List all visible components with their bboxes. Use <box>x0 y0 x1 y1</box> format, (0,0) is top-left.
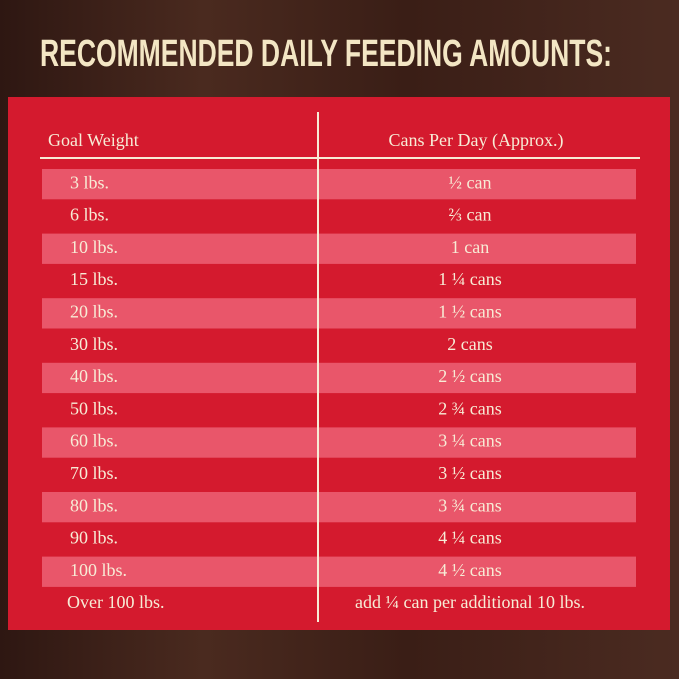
weight-cell: 20 lbs. <box>70 301 118 321</box>
cans-cell: add ¼ can per additional 10 lbs. <box>355 592 585 612</box>
cans-cell: 3 ½ cans <box>438 463 501 483</box>
cans-cell: 2 ¾ cans <box>438 398 501 418</box>
cans-cell: 3 ¾ cans <box>438 495 501 515</box>
row-stripe <box>42 556 636 587</box>
cans-cell: 1 can <box>451 237 489 257</box>
row-stripe <box>42 169 636 200</box>
cans-cell: ⅔ can <box>449 205 492 225</box>
weight-cell: 50 lbs. <box>70 398 118 418</box>
cans-cell: 2 cans <box>447 334 492 354</box>
cans-cell: ½ can <box>449 172 492 192</box>
weight-cell: 15 lbs. <box>70 269 118 289</box>
cans-cell: 4 ¼ cans <box>438 528 501 548</box>
weight-cell: 70 lbs. <box>70 463 118 483</box>
row-stripe <box>42 492 636 523</box>
weight-cell: 6 lbs. <box>70 205 109 225</box>
cans-cell: 1 ½ cans <box>438 301 501 321</box>
cans-cell: 3 ¼ cans <box>438 431 501 451</box>
weight-cell: 80 lbs. <box>70 495 118 515</box>
weight-cell: Over 100 lbs. <box>67 592 165 612</box>
weight-cell: 10 lbs. <box>70 237 118 257</box>
weight-cell: 60 lbs. <box>70 431 118 451</box>
column-header: Goal Weight <box>48 130 139 150</box>
weight-cell: 30 lbs. <box>70 334 118 354</box>
weight-cell: 40 lbs. <box>70 366 118 386</box>
column-header: Cans Per Day (Approx.) <box>389 130 564 151</box>
row-stripe <box>42 427 636 458</box>
cans-cell: 1 ¼ cans <box>438 269 501 289</box>
cans-cell: 4 ½ cans <box>438 560 501 580</box>
row-stripe <box>42 298 636 329</box>
weight-cell: 100 lbs. <box>70 560 127 580</box>
title: RECOMMENDED DAILY FEEDING AMOUNTS: <box>40 33 612 75</box>
row-stripe <box>42 362 636 394</box>
cans-cell: 2 ½ cans <box>438 366 501 386</box>
weight-cell: 3 lbs. <box>70 172 109 192</box>
weight-cell: 90 lbs. <box>70 528 118 548</box>
row-stripe <box>42 233 636 264</box>
